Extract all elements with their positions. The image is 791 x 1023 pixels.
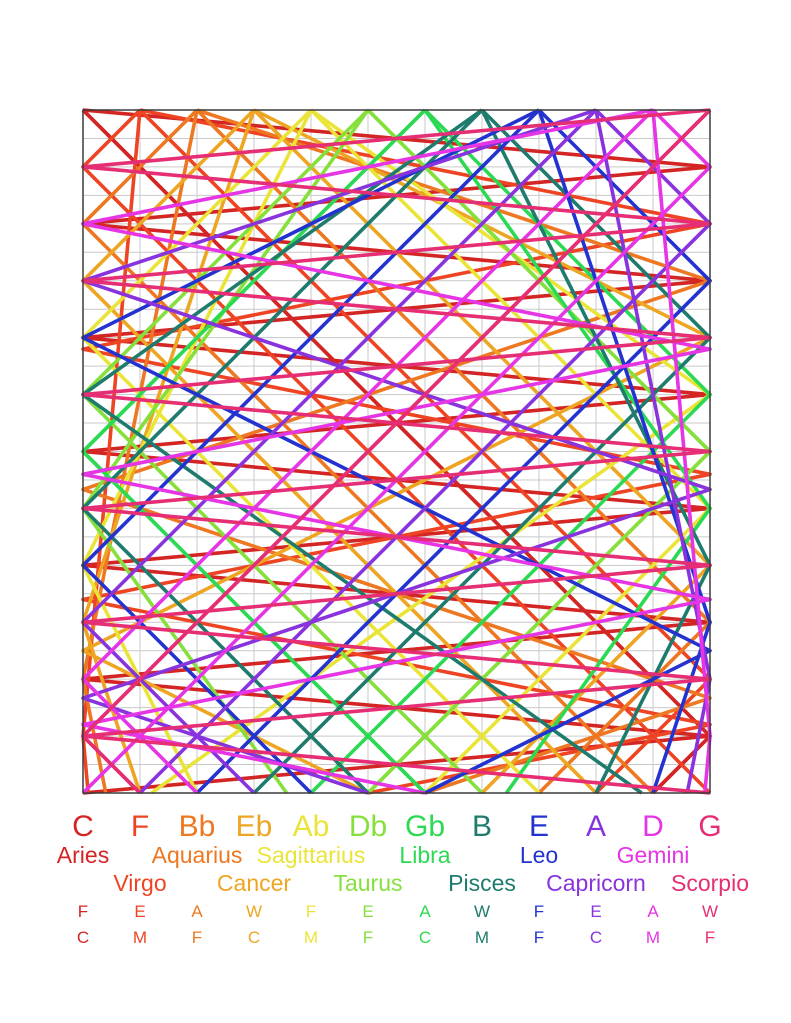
note-label-C: C (72, 810, 94, 843)
modality-label-3: C (248, 928, 260, 947)
zodiac-label-gemini: Gemini (617, 842, 690, 868)
note-label-Gb: Gb (405, 810, 445, 843)
zodiac-label-libra: Libra (399, 842, 450, 868)
zodiac-label-taurus: Taurus (333, 870, 402, 896)
element-label-6: A (419, 902, 431, 921)
modality-label-7: M (475, 928, 489, 947)
modality-label-10: M (646, 928, 660, 947)
note-label-Bb: Bb (179, 810, 216, 843)
element-label-10: A (647, 902, 659, 921)
zodiac-label-capricorn: Capricorn (546, 870, 646, 896)
modality-label-6: C (419, 928, 431, 947)
element-label-7: W (474, 902, 490, 921)
element-label-8: F (534, 902, 544, 921)
modality-label-9: C (590, 928, 602, 947)
modality-label-2: F (192, 928, 202, 947)
note-label-Ab: Ab (293, 810, 330, 843)
note-label-G: G (698, 810, 721, 843)
zodiac-label-leo: Leo (520, 842, 558, 868)
element-label-0: F (78, 902, 88, 921)
element-label-1: E (134, 902, 145, 921)
element-label-5: E (362, 902, 373, 921)
element-label-4: F (306, 902, 316, 921)
modality-label-0: C (77, 928, 89, 947)
diagram-border (82, 109, 711, 794)
zodiac-label-aquarius: Aquarius (152, 842, 243, 868)
zodiac-label-pisces: Pisces (448, 870, 516, 896)
zodiac-label-aries: Aries (57, 842, 109, 868)
zodiac-label-sagittarius: Sagittarius (257, 842, 366, 868)
lattice-line (81, 108, 712, 795)
note-label-Eb: Eb (236, 810, 273, 843)
note-label-B: B (472, 810, 492, 843)
modality-label-8: F (534, 928, 544, 947)
note-label-F: F (131, 810, 149, 843)
modality-label-5: F (363, 928, 373, 947)
element-label-2: A (191, 902, 203, 921)
note-label-Db: Db (349, 810, 387, 843)
element-label-9: E (590, 902, 601, 921)
zodiac-label-scorpio: Scorpio (671, 870, 749, 896)
zodiac-label-virgo: Virgo (113, 870, 166, 896)
element-label-11: W (702, 902, 718, 921)
note-label-E: E (529, 810, 549, 843)
modality-label-4: M (304, 928, 318, 947)
modality-label-1: M (133, 928, 147, 947)
note-label-A: A (586, 810, 606, 843)
zodiac-label-cancer: Cancer (217, 870, 291, 896)
element-label-3: W (246, 902, 262, 921)
modality-label-11: F (705, 928, 715, 947)
note-label-D: D (642, 810, 664, 843)
